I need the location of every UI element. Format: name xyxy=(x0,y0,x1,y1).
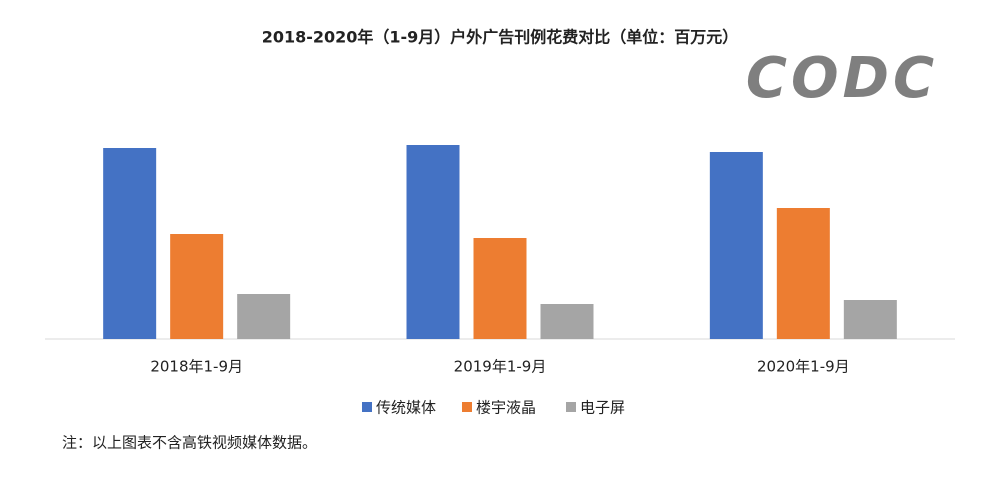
bar xyxy=(709,152,763,339)
bar xyxy=(406,145,460,339)
bar xyxy=(103,148,157,339)
x-tick-label: 2019年1-9月 xyxy=(454,358,547,376)
legend-swatch xyxy=(362,402,372,412)
x-tick-label: 2018年1-9月 xyxy=(150,358,243,376)
legend-swatch xyxy=(566,402,576,412)
note: 注：以上图表不含高铁视频媒体数据。 xyxy=(62,434,317,452)
bar xyxy=(473,238,527,339)
watermark: CODC xyxy=(746,46,938,111)
legend-label: 楼宇液晶 xyxy=(476,399,536,417)
bar xyxy=(776,208,830,339)
legend-label: 传统媒体 xyxy=(376,399,436,417)
legend-swatch xyxy=(462,402,472,412)
bar xyxy=(237,294,291,339)
legend-label: 电子屏 xyxy=(580,399,625,417)
bar xyxy=(170,234,224,339)
bar xyxy=(843,300,897,339)
chart-title: 2018-2020年（1-9月）户外广告刊例花费对比（单位：百万元） xyxy=(262,28,739,47)
bar xyxy=(540,304,594,339)
x-tick-label: 2020年1-9月 xyxy=(757,358,850,376)
